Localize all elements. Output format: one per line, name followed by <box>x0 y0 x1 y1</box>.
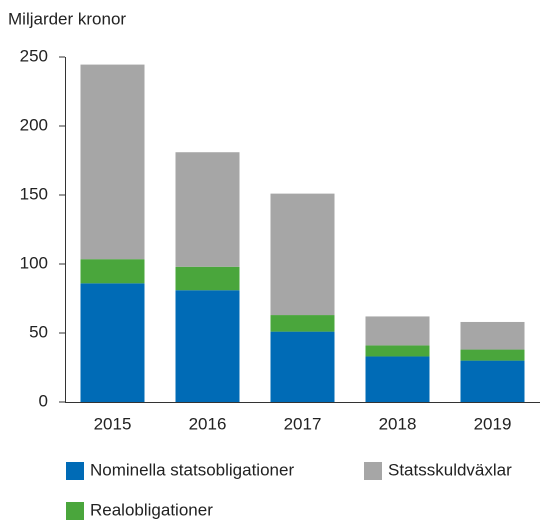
y-axis-title: Miljarder kronor <box>8 9 126 28</box>
legend-swatch <box>66 462 84 480</box>
bar-segment <box>460 321 525 350</box>
bar-segment <box>175 152 240 267</box>
y-tick-label: 0 <box>39 391 48 410</box>
bar-segment <box>80 259 145 284</box>
bar-segment <box>270 315 335 332</box>
y-tick-label: 50 <box>29 322 48 341</box>
bar-segment <box>80 64 145 260</box>
y-tick-label: 250 <box>20 46 48 65</box>
legend-label: Nominella statsobligationer <box>90 460 294 479</box>
bar-segment <box>175 290 240 402</box>
y-tick-label: 200 <box>20 115 48 134</box>
bar-segment <box>175 266 240 291</box>
legend-label: Realobligationer <box>90 500 213 519</box>
bar-segment <box>460 349 525 361</box>
bar-segment <box>365 316 430 346</box>
x-tick-label: 2018 <box>379 414 417 433</box>
bar-segment <box>365 345 430 357</box>
y-tick-label: 150 <box>20 184 48 203</box>
bar-segment <box>460 360 525 402</box>
legend-label: Statsskuldväxlar <box>388 460 512 479</box>
x-tick-label: 2016 <box>189 414 227 433</box>
bar-segment <box>365 356 430 402</box>
x-tick-label: 2015 <box>94 414 132 433</box>
y-tick-label: 100 <box>20 253 48 272</box>
bar-segment <box>80 283 145 402</box>
x-tick-label: 2019 <box>474 414 512 433</box>
legend-swatch <box>364 462 382 480</box>
bar-segment <box>270 331 335 402</box>
bar-segment <box>270 193 335 316</box>
legend-swatch <box>66 502 84 520</box>
x-tick-label: 2017 <box>284 414 322 433</box>
